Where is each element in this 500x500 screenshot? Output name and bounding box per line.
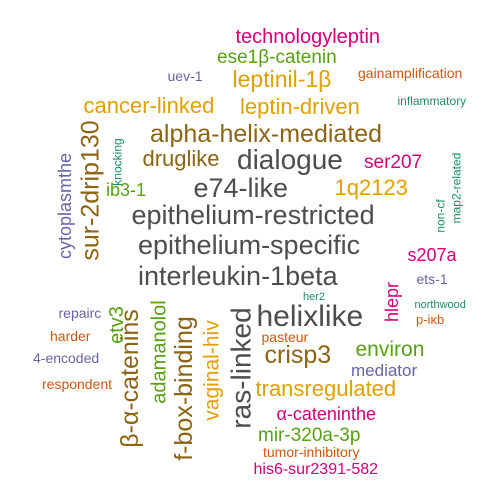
word-cloud-word: respondent — [42, 376, 113, 392]
word-cloud-word: p-iκb — [416, 311, 445, 327]
word-cloud-word: environ — [355, 337, 425, 361]
word-cloud-word: ets-1 — [416, 271, 448, 287]
word-cloud-word: inflammatory — [397, 94, 467, 108]
word-cloud-word: transregulated — [255, 376, 397, 401]
word-cloud-word: ese1β-catenin — [217, 46, 337, 68]
word-cloud-word: α-cateninthe — [276, 404, 376, 424]
word-cloud-word: epithelium-restricted — [131, 199, 375, 230]
word-cloud-word: 1q2123 — [334, 175, 408, 200]
word-cloud-word: dialogue — [237, 144, 343, 175]
word-cloud-word: β-α-catenins — [115, 308, 144, 448]
word-cloud-word: leptinil-1β — [232, 65, 332, 92]
word-cloud-word: technologyleptin — [235, 26, 381, 48]
word-cloud-word: map2-related — [448, 152, 463, 224]
word-cloud-word: his6-sur2391-582 — [253, 461, 379, 478]
word-cloud-word: northwood — [414, 298, 466, 311]
word-cloud-word: her2 — [303, 290, 326, 303]
word-cloud-word: epithelium-specific — [138, 229, 361, 260]
word-cloud-word: cytoplasmthe — [55, 152, 76, 260]
word-cloud-word: 4-encoded — [33, 350, 100, 366]
word-cloud-word: pasteur — [261, 329, 309, 345]
word-cloud-word: leptin-driven — [240, 94, 360, 119]
word-cloud-word: alpha-helix-mediated — [150, 119, 383, 148]
word-cloud-word: f-box-binding — [169, 315, 198, 461]
word-cloud-word: helixlike — [256, 300, 364, 333]
word-cloud-word: crisp3 — [264, 340, 332, 369]
word-cloud-word: mediator — [351, 360, 418, 380]
word-cloud-word: e74-like — [193, 172, 289, 203]
word-cloud-word: repairc — [58, 305, 102, 321]
word-cloud-word: sur-2drip130 — [76, 119, 105, 261]
word-cloud-word: cancer-linked — [83, 93, 215, 118]
word-cloud-word: adamanolol — [148, 300, 171, 404]
word-cloud-word: gainamplification — [358, 65, 463, 81]
word-cloud-word: non-cf — [433, 199, 448, 233]
word-cloud-word: ib3-1 — [106, 180, 147, 200]
word-cloud-word: ras-linked — [225, 307, 257, 429]
word-cloud-word: hlepr — [382, 281, 403, 323]
word-cloud-word: mir-320a-3p — [258, 424, 361, 446]
word-cloud-word: ser207 — [364, 151, 423, 173]
word-cloud-word: interleukin-1beta — [138, 260, 338, 291]
word-cloud-word: vaginal-hiv — [200, 319, 224, 421]
word-cloud-word: knocking — [110, 138, 125, 186]
word-cloud-word: tumor-inhibitory — [263, 444, 360, 460]
word-cloud-word: harder — [50, 328, 91, 344]
word-cloud-word: druglike — [142, 146, 220, 171]
word-cloud-word: uev-1 — [167, 68, 203, 84]
word-cloud-word: s207a — [407, 245, 457, 265]
